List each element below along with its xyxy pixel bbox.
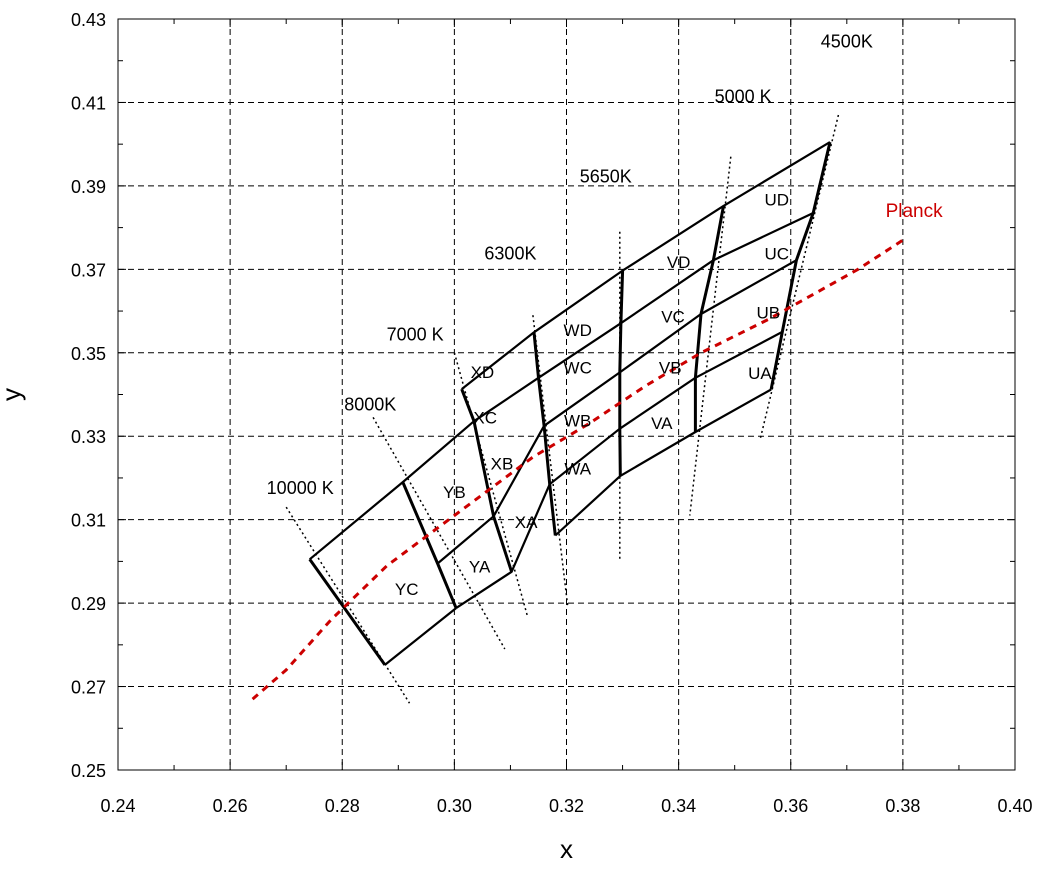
y-tick-label: 0.33 [71, 427, 106, 447]
cct-extension-line [689, 156, 732, 516]
cct-extension-line [759, 114, 840, 441]
cct-label: 4500K [821, 31, 873, 51]
bin-label: UD [764, 190, 789, 209]
bin-boxes [308, 141, 832, 666]
bin-label: VC [661, 307, 685, 326]
bin-row-line [308, 212, 814, 561]
x-tick-label: 0.30 [437, 796, 472, 816]
cct-boundary-line [308, 558, 387, 666]
x-tick-label: 0.28 [325, 796, 360, 816]
cct-label: 5000 K [715, 86, 772, 106]
bin-label: VA [651, 414, 673, 433]
bin-label: UC [764, 245, 789, 264]
x-axis-label: x [560, 834, 573, 864]
bin-label: VB [659, 359, 682, 378]
annotations: 10000 K 8000K 7000 K 6300K 5650K 5000 K 4500K Y… [267, 31, 943, 598]
y-tick-label: 0.39 [71, 177, 106, 197]
y-tick-label: 0.27 [71, 678, 106, 698]
cct-extension-line [453, 352, 529, 616]
cct-boundary-line [693, 205, 725, 432]
y-tick-label: 0.29 [71, 594, 106, 614]
cct-label: 8000K [344, 394, 396, 414]
tick-labels: 0.24 0.26 0.28 0.30 0.32 0.34 0.36 0.38 0.40 0.25… [71, 10, 1033, 816]
y-tick-label: 0.25 [71, 761, 106, 781]
y-tick-label: 0.37 [71, 260, 106, 280]
bin-label: XC [473, 409, 497, 428]
bin-top-edge [461, 141, 831, 390]
cct-boundary-line [532, 332, 557, 536]
bin-label: WD [564, 321, 592, 340]
cct-boundary-line [460, 388, 514, 573]
y-tick-label: 0.31 [71, 511, 106, 531]
x-tick-label: 0.26 [213, 796, 248, 816]
bin-row-line [436, 259, 797, 565]
x-tick-label: 0.36 [773, 796, 808, 816]
bin-row-line [384, 607, 457, 666]
bin-label: WA [564, 460, 591, 479]
x-tick-label: 0.24 [100, 796, 135, 816]
bin-label: WC [564, 359, 592, 378]
y-tick-label: 0.35 [71, 344, 106, 364]
x-tick-label: 0.38 [885, 796, 920, 816]
y-axis-label: y [0, 388, 26, 401]
x-tick-label: 0.32 [549, 796, 584, 816]
y-tick-label: 0.43 [71, 10, 106, 30]
bin-label: VD [667, 253, 691, 272]
bin-label: XB [491, 455, 514, 474]
cct-label: 10000 K [267, 478, 334, 498]
bin-label: XA [515, 513, 538, 532]
planck-label: Planck [886, 201, 944, 222]
x-tick-label: 0.40 [997, 796, 1032, 816]
bin-row-line [455, 330, 783, 610]
bin-label: YA [469, 558, 491, 577]
cct-extension-line [532, 315, 569, 606]
bin-label: XD [471, 363, 495, 382]
planck-locus [251, 238, 904, 701]
y-tick-label: 0.41 [71, 93, 106, 113]
cct-label: 5650K [580, 167, 632, 187]
bin-label: YC [395, 580, 419, 599]
grid-lines [118, 19, 1015, 770]
axis-ticks [117, 18, 1016, 771]
bin-label: WB [564, 412, 591, 431]
cct-label: 7000 K [387, 324, 444, 344]
x-tick-label: 0.34 [661, 796, 696, 816]
bin-label: UA [748, 364, 772, 383]
bin-label: UB [757, 304, 781, 323]
bin-row-line [554, 388, 772, 537]
planck-curve [251, 238, 904, 701]
bin-label: YB [443, 483, 466, 502]
cct-label: 6300K [484, 243, 536, 263]
